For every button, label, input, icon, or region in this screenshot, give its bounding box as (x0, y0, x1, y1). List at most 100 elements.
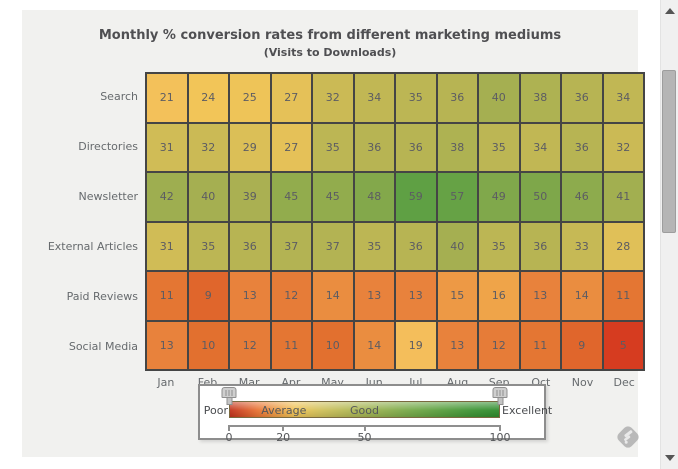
legend-gradient-bar: Average Good (229, 401, 500, 418)
heatmap-cell[interactable]: 13 (396, 272, 436, 320)
heatmap-cell[interactable]: 57 (437, 173, 477, 221)
heatmap-cell[interactable]: 25 (230, 74, 270, 122)
heatmap-cell[interactable]: 40 (188, 173, 228, 221)
row-label: Newsletter (78, 190, 138, 204)
row-label: Directories (78, 140, 138, 154)
heatmap-cell[interactable]: 13 (520, 272, 560, 320)
legend-bar-gloss (230, 402, 499, 417)
heatmap-cell[interactable]: 12 (271, 272, 311, 320)
heatmap-cell[interactable]: 11 (603, 272, 643, 320)
heatmap-cell[interactable]: 28 (603, 222, 643, 270)
heatmap-cell[interactable]: 35 (188, 222, 228, 270)
heatmap-cell[interactable]: 34 (520, 123, 560, 171)
slider-stem (226, 398, 232, 405)
chart-subtitle: (Visits to Downloads) (263, 46, 397, 59)
heatmap-cell[interactable]: 49 (479, 173, 519, 221)
heatmap-cell[interactable]: 45 (271, 173, 311, 221)
heatmap-cell[interactable]: 32 (313, 74, 353, 122)
legend-slider-handle-max[interactable] (492, 387, 508, 405)
heatmap-cell[interactable]: 14 (562, 272, 602, 320)
heatmap-cell[interactable]: 50 (520, 173, 560, 221)
vertical-scrollbar[interactable] (660, 0, 678, 469)
fusioncharts-logo-icon[interactable] (613, 422, 643, 452)
heatmap-cell[interactable]: 36 (562, 123, 602, 171)
grip-icon (225, 390, 234, 396)
heatmap-cell[interactable]: 38 (520, 74, 560, 122)
heatmap-cell[interactable]: 36 (230, 222, 270, 270)
heatmap-cell[interactable]: 14 (354, 321, 394, 369)
heatmap-cell[interactable]: 15 (437, 272, 477, 320)
heatmap-cell[interactable]: 11 (271, 321, 311, 369)
heatmap-cell[interactable]: 35 (354, 222, 394, 270)
heatmap-cell[interactable]: 13 (147, 321, 187, 369)
heatmap-cell[interactable]: 27 (271, 123, 311, 171)
heatmap-cell[interactable]: 27 (271, 74, 311, 122)
col-label: Dec (613, 376, 635, 389)
col-label: Nov (571, 376, 594, 389)
heatmap-cell[interactable]: 14 (313, 272, 353, 320)
heatmap-cell[interactable]: 40 (479, 74, 519, 122)
heatmap-cell[interactable]: 34 (603, 74, 643, 122)
heatmap-cell[interactable]: 13 (354, 272, 394, 320)
heatmap-cell[interactable]: 31 (147, 222, 187, 270)
heatmap-cell[interactable]: 45 (313, 173, 353, 221)
chart-title: Monthly % conversion rates from differen… (98, 28, 562, 43)
heatmap-cell[interactable]: 37 (313, 222, 353, 270)
legend-tick (282, 425, 285, 431)
heatmap-cell[interactable]: 40 (437, 222, 477, 270)
heatmap-cell[interactable]: 41 (603, 173, 643, 221)
heatmap-cell[interactable]: 34 (354, 74, 394, 122)
heatmap-cell[interactable]: 16 (479, 272, 519, 320)
legend-tick (363, 425, 366, 431)
row-label: Search (100, 90, 138, 104)
scroll-up-icon[interactable] (664, 8, 675, 14)
heatmap-cell[interactable]: 12 (479, 321, 519, 369)
heatmap-cell[interactable]: 39 (230, 173, 270, 221)
heatmap-cell[interactable]: 10 (313, 321, 353, 369)
heatmap-cell[interactable]: 9 (188, 272, 228, 320)
legend-axis: 0 20 50 100 (226, 425, 511, 444)
heatmap-cell[interactable]: 36 (396, 123, 436, 171)
heatmap-cell[interactable]: 9 (562, 321, 602, 369)
heatmap-cell[interactable]: 32 (603, 123, 643, 171)
legend-tick-label: 100 (489, 431, 511, 444)
heatmap-cell[interactable]: 48 (354, 173, 394, 221)
heatmap-cell[interactable]: 31 (147, 123, 187, 171)
scroll-down-icon[interactable] (664, 455, 675, 461)
heatmap-cell[interactable]: 36 (562, 74, 602, 122)
heatmap-cell[interactable]: 5 (603, 321, 643, 369)
heatmap-cell[interactable]: 10 (188, 321, 228, 369)
row-label: Social Media (68, 339, 138, 353)
heatmap-cell[interactable]: 36 (354, 123, 394, 171)
heatmap-cell[interactable]: 35 (479, 123, 519, 171)
row-label: External Articles (47, 239, 138, 253)
heatmap-cell[interactable]: 36 (396, 222, 436, 270)
legend-bar-label: Good (350, 404, 379, 417)
col-label: Jan (157, 376, 175, 389)
heatmap-cell[interactable]: 13 (437, 321, 477, 369)
heatmap-cell[interactable]: 19 (396, 321, 436, 369)
heatmap-cell[interactable]: 46 (562, 173, 602, 221)
heatmap-cell[interactable]: 35 (479, 222, 519, 270)
heatmap-cell[interactable]: 42 (147, 173, 187, 221)
heatmap-cell[interactable]: 36 (437, 74, 477, 122)
heatmap-cell[interactable]: 11 (147, 272, 187, 320)
heatmap-cell[interactable]: 38 (437, 123, 477, 171)
heatmap-cell[interactable]: 33 (562, 222, 602, 270)
heatmap-cell[interactable]: 12 (230, 321, 270, 369)
scrollbar-thumb[interactable] (662, 70, 676, 233)
heatmap-cell[interactable]: 59 (396, 173, 436, 221)
heatmap-grid: 21 24 25 27 32 34 35 36 40 38 36 34 31 32 29 27 35 36 36 38… (145, 72, 645, 371)
heatmap-cell[interactable]: 24 (188, 74, 228, 122)
heatmap-cell[interactable]: 36 (520, 222, 560, 270)
heatmap-cell[interactable]: 37 (271, 222, 311, 270)
heatmap-cell[interactable]: 11 (520, 321, 560, 369)
slider-stem (497, 398, 503, 405)
heatmap-cell[interactable]: 35 (313, 123, 353, 171)
heatmap-cell[interactable]: 21 (147, 74, 187, 122)
heatmap-cell[interactable]: 32 (188, 123, 228, 171)
legend-slider-handle-min[interactable] (221, 387, 237, 405)
heatmap-cell[interactable]: 13 (230, 272, 270, 320)
heatmap-cell[interactable]: 35 (396, 74, 436, 122)
heatmap-cell[interactable]: 29 (230, 123, 270, 171)
